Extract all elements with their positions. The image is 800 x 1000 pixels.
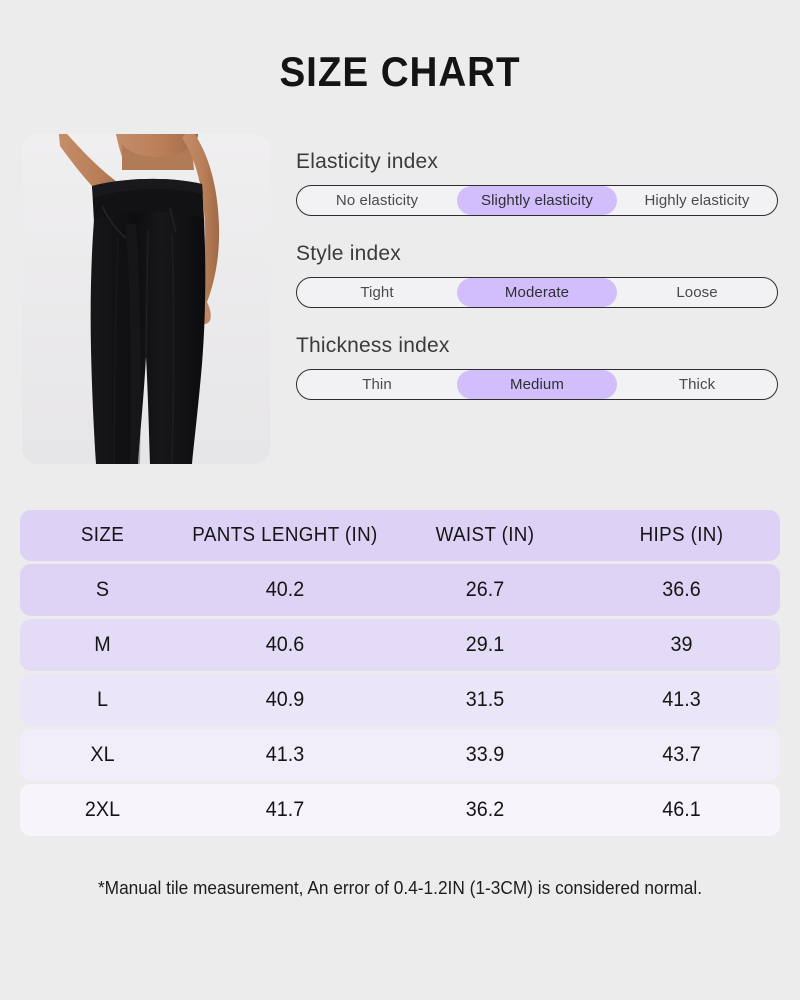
thickness-option-thick[interactable]: Thick: [678, 376, 716, 393]
cell-size: XL: [90, 743, 115, 766]
cell-length: 40.2: [265, 578, 305, 601]
cell-length: 41.3: [265, 743, 305, 766]
elasticity-track: No elasticity Slightly elasticity Highly…: [296, 185, 778, 216]
cell-length: 41.7: [265, 798, 305, 821]
elasticity-option-highly[interactable]: Highly elasticity: [644, 192, 750, 209]
style-option-tight[interactable]: Tight: [360, 284, 394, 301]
column-header-hips: HIPS (IN): [639, 524, 724, 546]
elasticity-option-slightly[interactable]: Slightly elasticity: [457, 186, 617, 215]
cell-hips: 46.1: [662, 798, 701, 821]
style-option-moderate[interactable]: Moderate: [457, 278, 617, 307]
cell-hips: 43.7: [662, 743, 701, 766]
table-row: XL 41.3 33.9 43.7: [20, 729, 780, 781]
column-header-length: PANTS LENGHT (IN): [192, 524, 378, 546]
style-track: Tight Moderate Loose: [296, 277, 778, 308]
cell-length: 40.9: [265, 688, 305, 711]
thickness-option-medium[interactable]: Medium: [457, 370, 617, 399]
table-row: M 40.6 29.1 39: [20, 619, 780, 671]
table-row: L 40.9 31.5 41.3: [20, 674, 780, 726]
index-list: Elasticity index No elasticity Slightly …: [296, 134, 778, 464]
table-row: S 40.2 26.7 36.6: [20, 564, 780, 616]
cell-hips: 36.6: [662, 578, 701, 601]
thickness-option-thin[interactable]: Thin: [362, 376, 392, 393]
index-label-elasticity: Elasticity index: [296, 150, 439, 173]
cell-waist: 31.5: [465, 688, 505, 711]
cell-size: L: [97, 688, 108, 711]
cell-size: M: [94, 633, 111, 656]
index-thickness: Thickness index Thin Medium Thick: [296, 334, 778, 400]
cell-size: S: [95, 578, 110, 601]
cell-waist: 36.2: [465, 798, 505, 821]
size-table: SIZE PANTS LENGHT (IN) WAIST (IN) HIPS (…: [20, 510, 780, 836]
table-row: 2XL 41.7 36.2 46.1: [20, 784, 780, 836]
product-photo-illustration: [22, 134, 270, 464]
cell-waist: 29.1: [465, 633, 505, 656]
elasticity-option-no[interactable]: No elasticity: [335, 192, 419, 209]
index-style: Style index Tight Moderate Loose: [296, 242, 778, 308]
style-option-loose[interactable]: Loose: [676, 284, 718, 301]
measurement-disclaimer: *Manual tile measurement, An error of 0.…: [97, 878, 703, 898]
cell-hips: 39: [670, 633, 693, 656]
upper-section: Elasticity index No elasticity Slightly …: [0, 134, 800, 464]
column-header-size: SIZE: [80, 524, 125, 546]
index-elasticity: Elasticity index No elasticity Slightly …: [296, 150, 778, 216]
cell-waist: 26.7: [465, 578, 505, 601]
cell-size: 2XL: [84, 798, 121, 821]
table-header-row: SIZE PANTS LENGHT (IN) WAIST (IN) HIPS (…: [20, 510, 780, 561]
cell-waist: 33.9: [465, 743, 505, 766]
cell-length: 40.6: [265, 633, 305, 656]
product-image: [22, 134, 270, 464]
index-label-thickness: Thickness index: [296, 334, 450, 357]
index-label-style: Style index: [296, 242, 401, 265]
thickness-track: Thin Medium Thick: [296, 369, 778, 400]
cell-hips: 41.3: [662, 688, 701, 711]
page-title: SIZE CHART: [279, 48, 521, 95]
column-header-waist: WAIST (IN): [435, 524, 535, 546]
